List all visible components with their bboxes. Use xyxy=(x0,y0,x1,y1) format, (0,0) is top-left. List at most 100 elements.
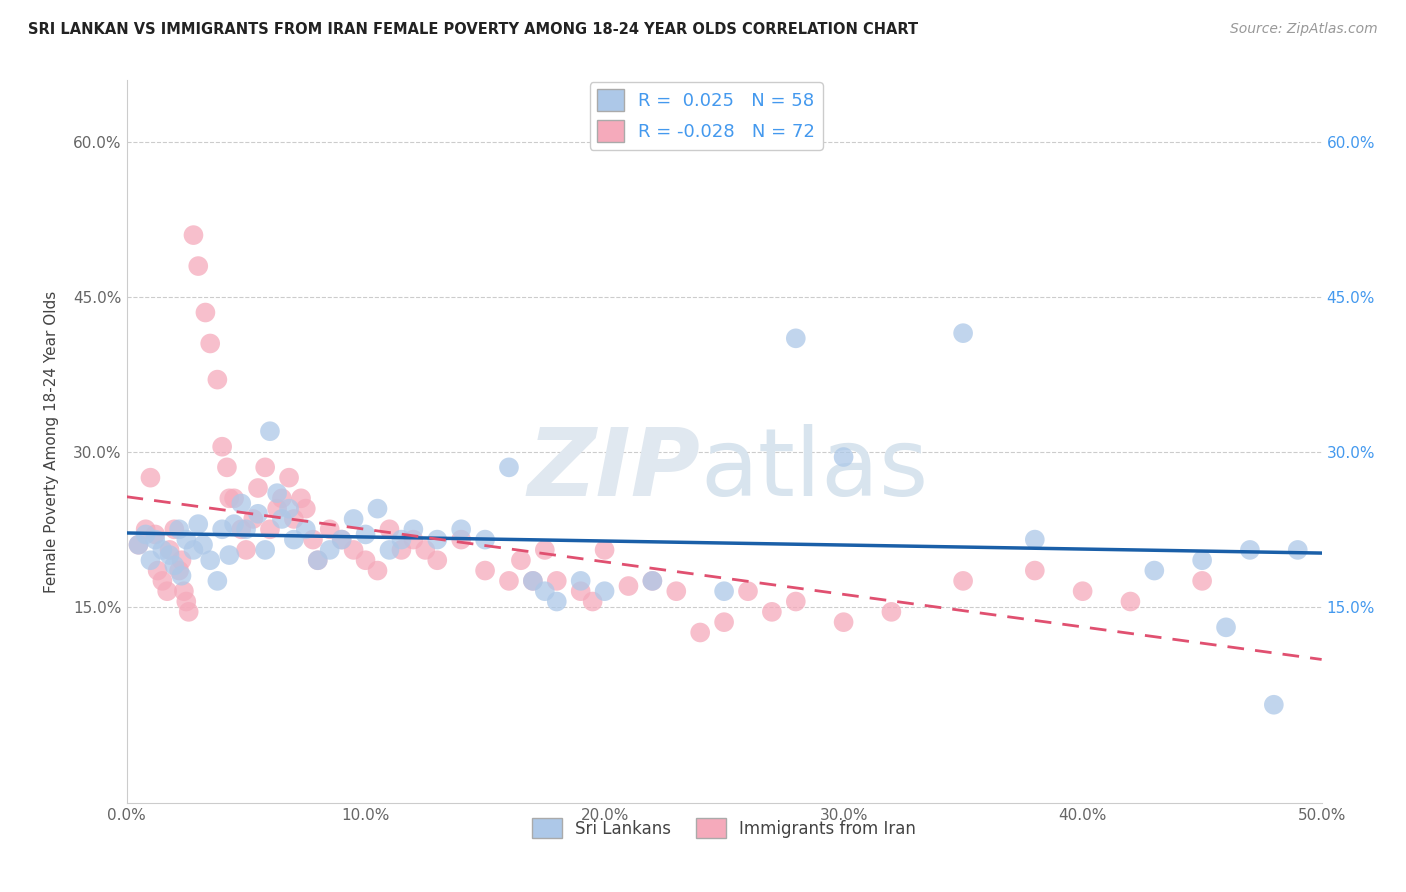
Point xyxy=(222,491,246,506)
Point xyxy=(174,533,197,547)
Text: atlas: atlas xyxy=(700,425,928,516)
Point xyxy=(207,373,229,387)
Point xyxy=(302,533,325,547)
Y-axis label: Female Poverty Among 18-24 Year Olds: Female Poverty Among 18-24 Year Olds xyxy=(45,291,59,592)
Point xyxy=(1024,533,1046,547)
Point xyxy=(952,326,974,341)
Point xyxy=(569,584,592,599)
Point xyxy=(343,542,366,557)
Point xyxy=(235,542,257,557)
Point xyxy=(127,538,149,552)
Point xyxy=(159,542,181,557)
Point xyxy=(1263,698,1285,712)
Point xyxy=(533,542,555,557)
Point xyxy=(307,553,329,567)
Point xyxy=(641,574,664,588)
Point xyxy=(294,522,316,536)
Point xyxy=(146,564,169,578)
Point xyxy=(582,594,605,608)
Point xyxy=(247,507,270,521)
Point xyxy=(522,574,544,588)
Point xyxy=(665,584,688,599)
Text: Source: ZipAtlas.com: Source: ZipAtlas.com xyxy=(1230,22,1378,37)
Point xyxy=(200,553,222,567)
Point xyxy=(177,605,200,619)
Point xyxy=(689,625,711,640)
Point xyxy=(509,553,531,567)
Point xyxy=(1286,542,1309,557)
Point xyxy=(294,501,316,516)
Point xyxy=(378,542,401,557)
Text: SRI LANKAN VS IMMIGRANTS FROM IRAN FEMALE POVERTY AMONG 18-24 YEAR OLDS CORRELAT: SRI LANKAN VS IMMIGRANTS FROM IRAN FEMAL… xyxy=(28,22,918,37)
Point xyxy=(354,553,377,567)
Point xyxy=(183,228,205,243)
Point xyxy=(426,553,449,567)
Point xyxy=(278,501,301,516)
Point xyxy=(266,486,288,500)
Point xyxy=(247,481,270,495)
Point xyxy=(474,564,496,578)
Point xyxy=(1191,553,1213,567)
Point xyxy=(713,615,735,630)
Point xyxy=(402,522,425,536)
Point xyxy=(522,574,544,588)
Point xyxy=(254,460,277,475)
Point xyxy=(330,533,353,547)
Point xyxy=(170,553,193,567)
Point xyxy=(402,533,425,547)
Point xyxy=(785,331,807,345)
Point xyxy=(318,542,342,557)
Point xyxy=(498,460,520,475)
Point xyxy=(187,517,209,532)
Point xyxy=(167,522,190,536)
Point xyxy=(139,471,162,485)
Point xyxy=(426,533,449,547)
Point xyxy=(366,501,388,516)
Point xyxy=(170,568,193,582)
Point xyxy=(222,517,246,532)
Point xyxy=(641,574,664,588)
Point xyxy=(318,522,342,536)
Point xyxy=(450,533,472,547)
Point xyxy=(1119,594,1142,608)
Point xyxy=(283,533,305,547)
Point xyxy=(1143,564,1166,578)
Point xyxy=(173,584,195,599)
Point xyxy=(270,512,294,526)
Point xyxy=(761,605,783,619)
Point xyxy=(498,574,520,588)
Point xyxy=(1239,542,1261,557)
Point xyxy=(218,491,240,506)
Point xyxy=(231,496,253,510)
Point xyxy=(278,471,301,485)
Point xyxy=(1191,574,1213,588)
Point xyxy=(143,533,166,547)
Point xyxy=(218,548,240,562)
Point xyxy=(150,542,174,557)
Point xyxy=(1215,620,1237,634)
Point xyxy=(266,501,288,516)
Point xyxy=(546,574,568,588)
Point xyxy=(785,594,807,608)
Point xyxy=(211,522,233,536)
Point xyxy=(207,574,229,588)
Point xyxy=(283,512,305,526)
Point xyxy=(174,594,197,608)
Point xyxy=(254,542,277,557)
Point xyxy=(143,527,166,541)
Point xyxy=(366,564,388,578)
Point xyxy=(191,538,214,552)
Point xyxy=(593,584,616,599)
Point xyxy=(450,522,472,536)
Point xyxy=(290,491,312,506)
Point xyxy=(307,553,329,567)
Point xyxy=(163,558,186,573)
Point xyxy=(242,512,264,526)
Point xyxy=(880,605,903,619)
Point xyxy=(183,542,205,557)
Point xyxy=(533,584,555,599)
Text: ZIP: ZIP xyxy=(527,425,700,516)
Point xyxy=(215,460,238,475)
Point xyxy=(952,574,974,588)
Point xyxy=(200,336,222,351)
